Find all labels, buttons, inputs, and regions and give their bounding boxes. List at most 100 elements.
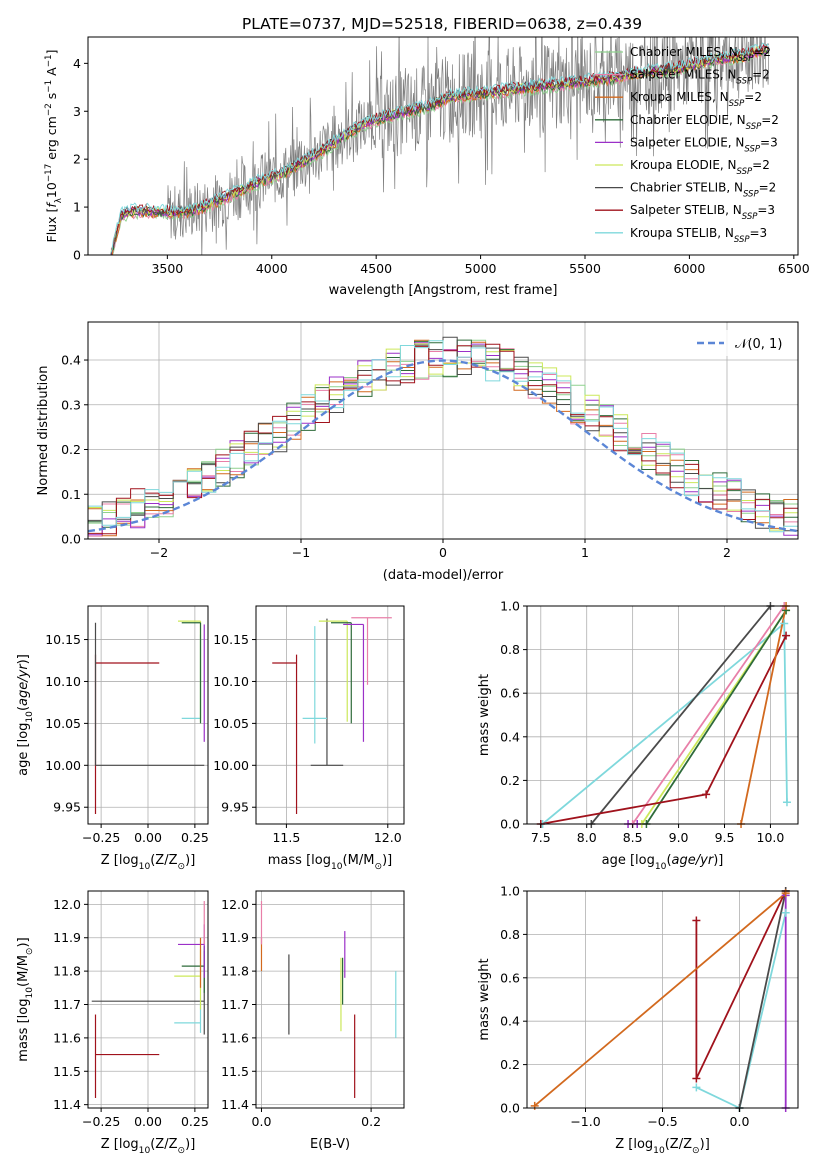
- residuals-panel: −2 −1 0 1 2 0.0 0.1 0.2 0.3 0.4 (data-model)/error…: [36, 321, 799, 583]
- weight-marker: [692, 1083, 701, 1092]
- y-tick-label: 0.2: [500, 1057, 520, 1072]
- legend-label: Kroupa MILES, NSSP=2: [630, 90, 762, 109]
- x-tick-label: 4000: [256, 261, 288, 276]
- mass-vs-metallicity-panel: −0.25 0.00 0.25 11.4 11.5 11.6 11.7 11.8 11.9 12.…: [16, 890, 209, 1156]
- weight-marker: [782, 631, 791, 640]
- y-tick-label: 0.2: [500, 773, 520, 788]
- legend-label: 𝒩(0, 1): [735, 337, 782, 352]
- y-tick-label: 0.0: [500, 817, 520, 832]
- plot-area: [256, 891, 404, 1108]
- legend-label: Chabrier STELIB, NSSP=2: [630, 181, 776, 200]
- y-tick-label: 11.7: [53, 997, 81, 1012]
- weight-vs-age-panel: 7.5 8.0 8.5 9.0 9.5 10.0 0.0 0.2 0.4 0.6 0.8 1.0 age…: [477, 599, 799, 872]
- legend-label: Kroupa ELODIE, NSSP=2: [630, 158, 770, 177]
- mass-vs-extinction-panel: 0.0 0.2 11.4 11.5 11.6 11.7 11.8 11.9 12.0 E(B-V): [221, 890, 405, 1152]
- spectrum-panel: 3500 4000 4500 5000 5500 6000 6500 0 1 2 3 4 wavelen…: [44, 36, 810, 298]
- x-tick-label: 10.0: [757, 830, 785, 845]
- y-tick-label: 0.4: [61, 353, 81, 368]
- x-tick-label: 0.25: [181, 1114, 209, 1129]
- y-tick-label: 11.4: [221, 1097, 249, 1112]
- y-tick-label: 0.4: [500, 1014, 520, 1029]
- plot-content: [110, 37, 770, 255]
- y-tick-label: 0.2: [61, 442, 81, 457]
- legend-label: Salpeter MILES, NSSP=2: [630, 68, 770, 87]
- y-tick-label: 11.9: [221, 930, 249, 945]
- plot-content: [91, 901, 205, 1098]
- weight-marker: [781, 908, 790, 917]
- x-tick-label: 0.2: [361, 1114, 381, 1129]
- x-tick-label: −0.25: [82, 1114, 120, 1129]
- observed-spectrum: [110, 37, 770, 255]
- y-tick-label: 10.15: [45, 632, 81, 647]
- x-axis-label: mass [log10(M/M⊙)]: [268, 853, 392, 872]
- weight-line-chabrier-stelib: [590, 606, 772, 824]
- legend-label: Kroupa STELIB, NSSP=3: [630, 226, 767, 245]
- plot-content: [534, 891, 787, 1108]
- residual-histogram-kroupa-elodie: [88, 343, 798, 531]
- legend-box: [690, 330, 792, 356]
- y-tick-label: 0.4: [500, 729, 520, 744]
- x-tick-label: −1.0: [570, 1114, 600, 1129]
- y-tick-label: 0.3: [61, 397, 81, 412]
- y-tick-label: 2: [73, 152, 81, 167]
- x-tick-label: 8.5: [623, 830, 643, 845]
- y-tick-label: 10.10: [45, 674, 81, 689]
- y-tick-label: 0: [73, 248, 81, 263]
- weight-marker: [782, 798, 791, 807]
- axes-frame: [255, 890, 405, 1109]
- weight-marker: [780, 619, 789, 628]
- plot-content: [272, 617, 392, 814]
- x-tick-label: 0: [439, 545, 447, 560]
- x-tick-label: 5000: [465, 261, 497, 276]
- legend-label: Salpeter STELIB, NSSP=3: [630, 203, 775, 222]
- x-tick-label: 0.00: [134, 830, 162, 845]
- x-axis-label: E(B-V): [310, 1137, 350, 1152]
- y-tick-label: 3: [73, 104, 81, 119]
- weight-vs-metallicity-panel: −1.0 −0.5 0.0 0.0 0.2 0.4 0.6 0.8 1.0 Z [log10(Z/…: [477, 884, 799, 1156]
- axes-frame: [255, 605, 405, 825]
- x-tick-label: −1: [292, 545, 310, 560]
- y-axis-label: mass [log10(M/M⊙)]: [16, 937, 35, 1061]
- model-spectrum-kroupa-stelib: [110, 42, 770, 253]
- y-tick-label: 9.95: [221, 800, 249, 815]
- x-tick-label: 0.0: [730, 1114, 750, 1129]
- y-tick-label: 11.6: [221, 1030, 249, 1045]
- plot-content: [260, 901, 397, 1098]
- y-tick-label: 1.0: [500, 599, 520, 614]
- x-tick-label: 0.25: [181, 830, 209, 845]
- residual-legend: 𝒩(0, 1): [690, 330, 792, 356]
- weight-line-salpeter-miles: [631, 606, 785, 824]
- y-tick-label: 10.10: [213, 674, 249, 689]
- axes-frame: [526, 605, 799, 825]
- x-axis-label: Z [log10(Z/Z⊙)]: [615, 1137, 710, 1156]
- age-vs-metallicity-panel: −0.25 0.00 0.25 9.95 10.00 10.05 10.10 10.15 Z […: [16, 605, 209, 872]
- y-tick-label: 12.0: [221, 897, 249, 912]
- x-tick-label: 4500: [360, 261, 392, 276]
- x-tick-label: 0.0: [252, 1114, 272, 1129]
- weight-line-chabrier-elodie: [645, 609, 787, 824]
- figure-title: PLATE=0737, MJD=52518, FIBERID=0638, z=0…: [242, 15, 642, 33]
- y-tick-label: 0.1: [61, 487, 81, 502]
- y-axis-label: age [log10(age/yr)]: [16, 654, 35, 776]
- x-tick-label: 7.5: [531, 830, 551, 845]
- plot-content: [540, 606, 788, 824]
- x-tick-label: 6000: [674, 261, 706, 276]
- y-tick-label: 11.5: [221, 1064, 249, 1079]
- y-tick-label: 11.8: [53, 964, 81, 979]
- y-tick-label: 1: [73, 200, 81, 215]
- legend-label: Chabrier ELODIE, NSSP=2: [630, 113, 779, 132]
- y-tick-label: 10.00: [213, 758, 249, 773]
- age-vs-mass-panel: 11.5 12.0 9.95 10.00 10.05 10.10 10.15 mass [lo…: [213, 605, 405, 872]
- weight-line-kroupa-stelib: [696, 912, 787, 1108]
- y-tick-label: 10.15: [213, 632, 249, 647]
- x-tick-label: 11.5: [272, 830, 300, 845]
- x-tick-label: 5500: [569, 261, 601, 276]
- y-tick-label: 0.8: [500, 642, 520, 657]
- x-tick-label: −0.25: [82, 830, 120, 845]
- y-tick-label: 0.6: [500, 686, 520, 701]
- y-tick-label: 11.7: [221, 997, 249, 1012]
- y-tick-label: 11.8: [221, 964, 249, 979]
- plot-area: [527, 606, 798, 824]
- x-tick-label: 9.5: [715, 830, 735, 845]
